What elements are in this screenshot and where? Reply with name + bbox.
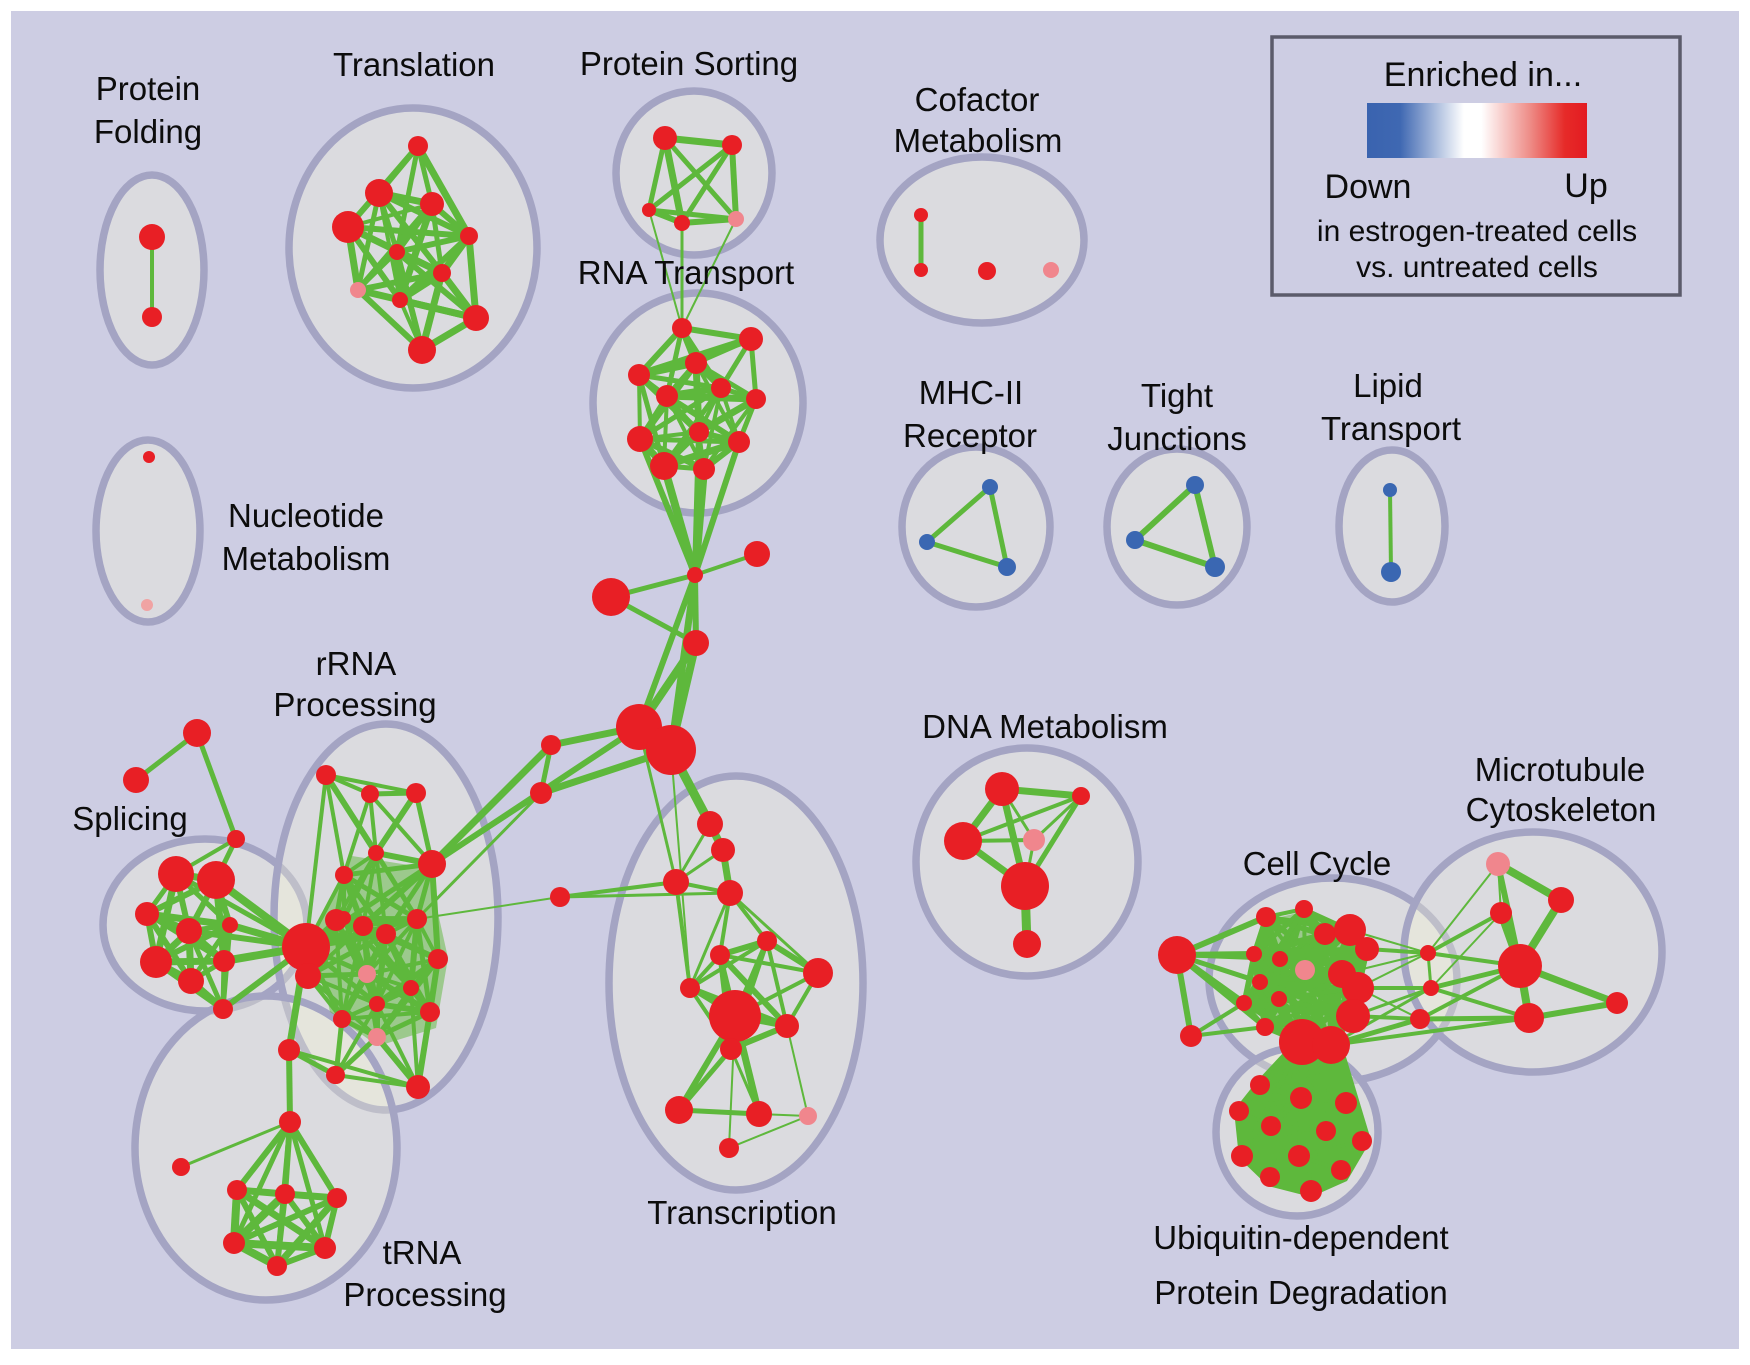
svg-text:Processing: Processing bbox=[343, 1276, 506, 1313]
svg-text:Splicing: Splicing bbox=[72, 800, 188, 837]
svg-text:Translation: Translation bbox=[333, 46, 495, 83]
svg-text:Tight: Tight bbox=[1141, 377, 1213, 414]
svg-text:Microtubule: Microtubule bbox=[1475, 751, 1646, 788]
svg-text:Folding: Folding bbox=[94, 113, 202, 150]
svg-text:Cell Cycle: Cell Cycle bbox=[1243, 845, 1392, 882]
svg-text:Cytoskeleton: Cytoskeleton bbox=[1466, 791, 1657, 828]
svg-text:Lipid: Lipid bbox=[1353, 367, 1423, 404]
svg-text:in estrogen-treated cells: in estrogen-treated cells bbox=[1317, 215, 1637, 248]
svg-text:Protein: Protein bbox=[96, 70, 201, 107]
svg-text:Cofactor: Cofactor bbox=[915, 81, 1040, 118]
svg-text:rRNA: rRNA bbox=[316, 645, 397, 682]
svg-text:vs. untreated cells: vs. untreated cells bbox=[1356, 251, 1598, 284]
svg-text:DNA Metabolism: DNA Metabolism bbox=[922, 708, 1168, 745]
svg-text:Protein Degradation: Protein Degradation bbox=[1154, 1274, 1448, 1311]
svg-text:Protein Sorting: Protein Sorting bbox=[580, 45, 798, 82]
svg-text:Transcription: Transcription bbox=[647, 1194, 837, 1231]
svg-text:Nucleotide: Nucleotide bbox=[228, 497, 384, 534]
svg-text:Up: Up bbox=[1564, 167, 1607, 205]
svg-text:RNA Transport: RNA Transport bbox=[578, 254, 794, 291]
svg-text:Metabolism: Metabolism bbox=[222, 540, 391, 577]
svg-text:Metabolism: Metabolism bbox=[894, 122, 1063, 159]
svg-text:Enriched in...: Enriched in... bbox=[1384, 56, 1582, 94]
svg-text:Down: Down bbox=[1325, 168, 1412, 206]
svg-text:Junctions: Junctions bbox=[1107, 420, 1246, 457]
svg-text:MHC-II: MHC-II bbox=[919, 374, 1023, 411]
svg-text:Ubiquitin-dependent: Ubiquitin-dependent bbox=[1153, 1219, 1448, 1256]
svg-text:Receptor: Receptor bbox=[903, 417, 1037, 454]
svg-text:tRNA: tRNA bbox=[383, 1234, 462, 1271]
svg-text:Transport: Transport bbox=[1321, 410, 1461, 447]
svg-text:Processing: Processing bbox=[273, 686, 436, 723]
